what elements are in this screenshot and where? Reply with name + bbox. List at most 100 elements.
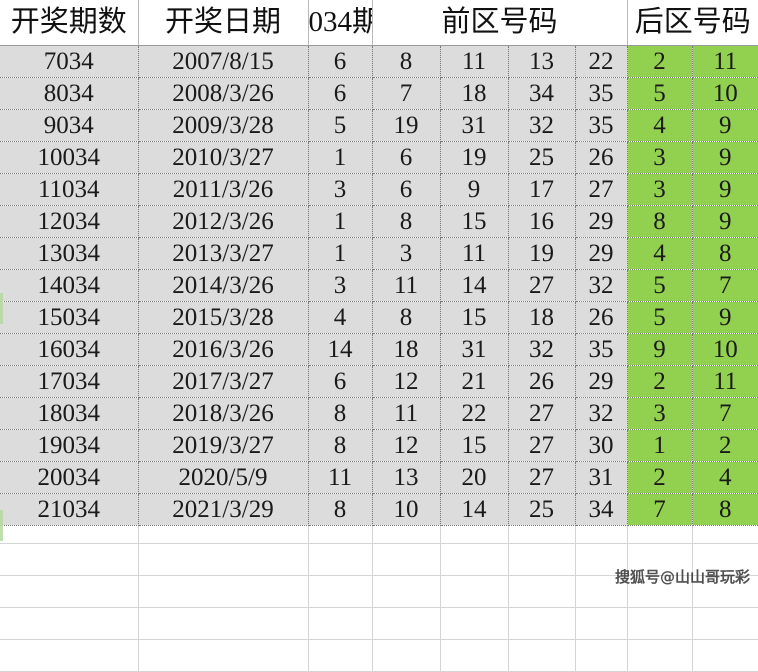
cell-front-number[interactable]: 22 [440, 397, 509, 430]
cell-date[interactable]: 2009/3/28 [138, 109, 309, 142]
cell-period[interactable]: 15034 [0, 301, 139, 334]
empty-grid-cell[interactable] [0, 543, 139, 576]
empty-grid-cell[interactable] [508, 575, 576, 608]
empty-grid-cell[interactable] [138, 639, 309, 672]
cell-period[interactable]: 14034 [0, 269, 139, 302]
empty-grid-cell[interactable] [575, 639, 628, 672]
cell-front-number[interactable]: 32 [575, 269, 628, 302]
empty-grid-cell[interactable] [308, 543, 373, 576]
cell-front-number[interactable]: 29 [575, 365, 628, 398]
cell-date[interactable]: 2017/3/27 [138, 365, 309, 398]
cell-date[interactable]: 2021/3/29 [138, 493, 309, 526]
cell-period[interactable]: 19034 [0, 429, 139, 462]
cell-back-number[interactable]: 9 [692, 173, 758, 206]
empty-grid-cell[interactable] [692, 543, 758, 576]
cell-front-number[interactable]: 6 [372, 141, 441, 174]
empty-grid-cell[interactable] [0, 575, 139, 608]
cell-back-number[interactable]: 3 [627, 173, 693, 206]
cell-front-number[interactable]: 15 [440, 205, 509, 238]
cell-back-number[interactable]: 2 [627, 461, 693, 494]
cell-back-number[interactable]: 9 [692, 141, 758, 174]
cell-front-number[interactable]: 9 [440, 173, 509, 206]
cell-front-number[interactable]: 3 [308, 269, 373, 302]
empty-grid-cell[interactable] [372, 575, 441, 608]
cell-period[interactable]: 8034 [0, 77, 139, 110]
cell-back-number[interactable]: 2 [627, 365, 693, 398]
cell-date[interactable]: 2013/3/27 [138, 237, 309, 270]
cell-front-number[interactable]: 1 [308, 237, 373, 270]
cell-period[interactable]: 21034 [0, 493, 139, 526]
cell-front-number[interactable]: 16 [508, 205, 576, 238]
cell-date[interactable]: 2012/3/26 [138, 205, 309, 238]
empty-grid-cell[interactable] [372, 639, 441, 672]
header-period[interactable]: 开奖期数 [0, 0, 139, 46]
cell-front-number[interactable]: 19 [372, 109, 441, 142]
cell-front-number[interactable]: 11 [440, 237, 509, 270]
cell-front-number[interactable]: 11 [372, 397, 441, 430]
empty-grid-cell[interactable] [575, 607, 628, 640]
cell-back-number[interactable]: 2 [692, 429, 758, 462]
cell-period[interactable]: 20034 [0, 461, 139, 494]
empty-grid-cell[interactable] [0, 639, 139, 672]
cell-back-number[interactable]: 10 [692, 333, 758, 366]
cell-date[interactable]: 2019/3/27 [138, 429, 309, 462]
cell-period[interactable]: 13034 [0, 237, 139, 270]
cell-front-number[interactable]: 27 [508, 461, 576, 494]
cell-back-number[interactable]: 5 [627, 269, 693, 302]
cell-back-number[interactable]: 11 [692, 365, 758, 398]
cell-front-number[interactable]: 1 [308, 205, 373, 238]
cell-front-number[interactable]: 25 [508, 493, 576, 526]
cell-date[interactable]: 2014/3/26 [138, 269, 309, 302]
empty-grid-cell[interactable] [0, 607, 139, 640]
cell-front-number[interactable]: 27 [508, 269, 576, 302]
cell-back-number[interactable]: 2 [627, 45, 693, 78]
cell-front-number[interactable]: 34 [508, 77, 576, 110]
cell-front-number[interactable]: 4 [308, 301, 373, 334]
cell-front-number[interactable]: 8 [308, 493, 373, 526]
empty-grid-cell[interactable] [692, 607, 758, 640]
empty-grid-cell[interactable] [372, 543, 441, 576]
cell-front-number[interactable]: 26 [508, 365, 576, 398]
empty-grid-cell[interactable] [508, 639, 576, 672]
cell-front-number[interactable]: 7 [372, 77, 441, 110]
empty-grid-cell[interactable] [308, 575, 373, 608]
cell-front-number[interactable]: 3 [308, 173, 373, 206]
cell-date[interactable]: 2015/3/28 [138, 301, 309, 334]
cell-front-number[interactable]: 14 [308, 333, 373, 366]
cell-front-number[interactable]: 27 [575, 173, 628, 206]
cell-front-number[interactable]: 3 [372, 237, 441, 270]
empty-grid-cell[interactable] [440, 607, 509, 640]
cell-back-number[interactable]: 3 [627, 397, 693, 430]
cell-front-number[interactable]: 32 [508, 333, 576, 366]
empty-grid-cell[interactable] [372, 607, 441, 640]
cell-front-number[interactable]: 18 [372, 333, 441, 366]
cell-period[interactable]: 12034 [0, 205, 139, 238]
empty-grid-cell[interactable] [627, 639, 693, 672]
cell-back-number[interactable]: 9 [627, 333, 693, 366]
cell-front-number[interactable]: 18 [508, 301, 576, 334]
cell-front-number[interactable]: 17 [508, 173, 576, 206]
cell-front-number[interactable]: 19 [508, 237, 576, 270]
cell-period[interactable]: 17034 [0, 365, 139, 398]
cell-period[interactable]: 7034 [0, 45, 139, 78]
cell-date[interactable]: 2010/3/27 [138, 141, 309, 174]
cell-front-number[interactable]: 21 [440, 365, 509, 398]
cell-front-number[interactable]: 35 [575, 333, 628, 366]
cell-back-number[interactable]: 7 [627, 493, 693, 526]
cell-front-number[interactable]: 19 [440, 141, 509, 174]
cell-front-number[interactable]: 6 [308, 365, 373, 398]
cell-front-number[interactable]: 31 [440, 333, 509, 366]
cell-front-number[interactable]: 27 [508, 397, 576, 430]
cell-front-number[interactable]: 6 [308, 77, 373, 110]
empty-grid-cell[interactable] [692, 639, 758, 672]
cell-back-number[interactable]: 4 [627, 109, 693, 142]
cell-front-number[interactable]: 14 [440, 493, 509, 526]
cell-front-number[interactable]: 6 [308, 45, 373, 78]
cell-date[interactable]: 2008/3/26 [138, 77, 309, 110]
cell-front-number[interactable]: 12 [372, 365, 441, 398]
cell-front-number[interactable]: 15 [440, 429, 509, 462]
empty-grid-cell[interactable] [138, 543, 309, 576]
cell-front-number[interactable]: 8 [372, 205, 441, 238]
cell-back-number[interactable]: 4 [627, 237, 693, 270]
empty-grid-cell[interactable] [627, 543, 693, 576]
